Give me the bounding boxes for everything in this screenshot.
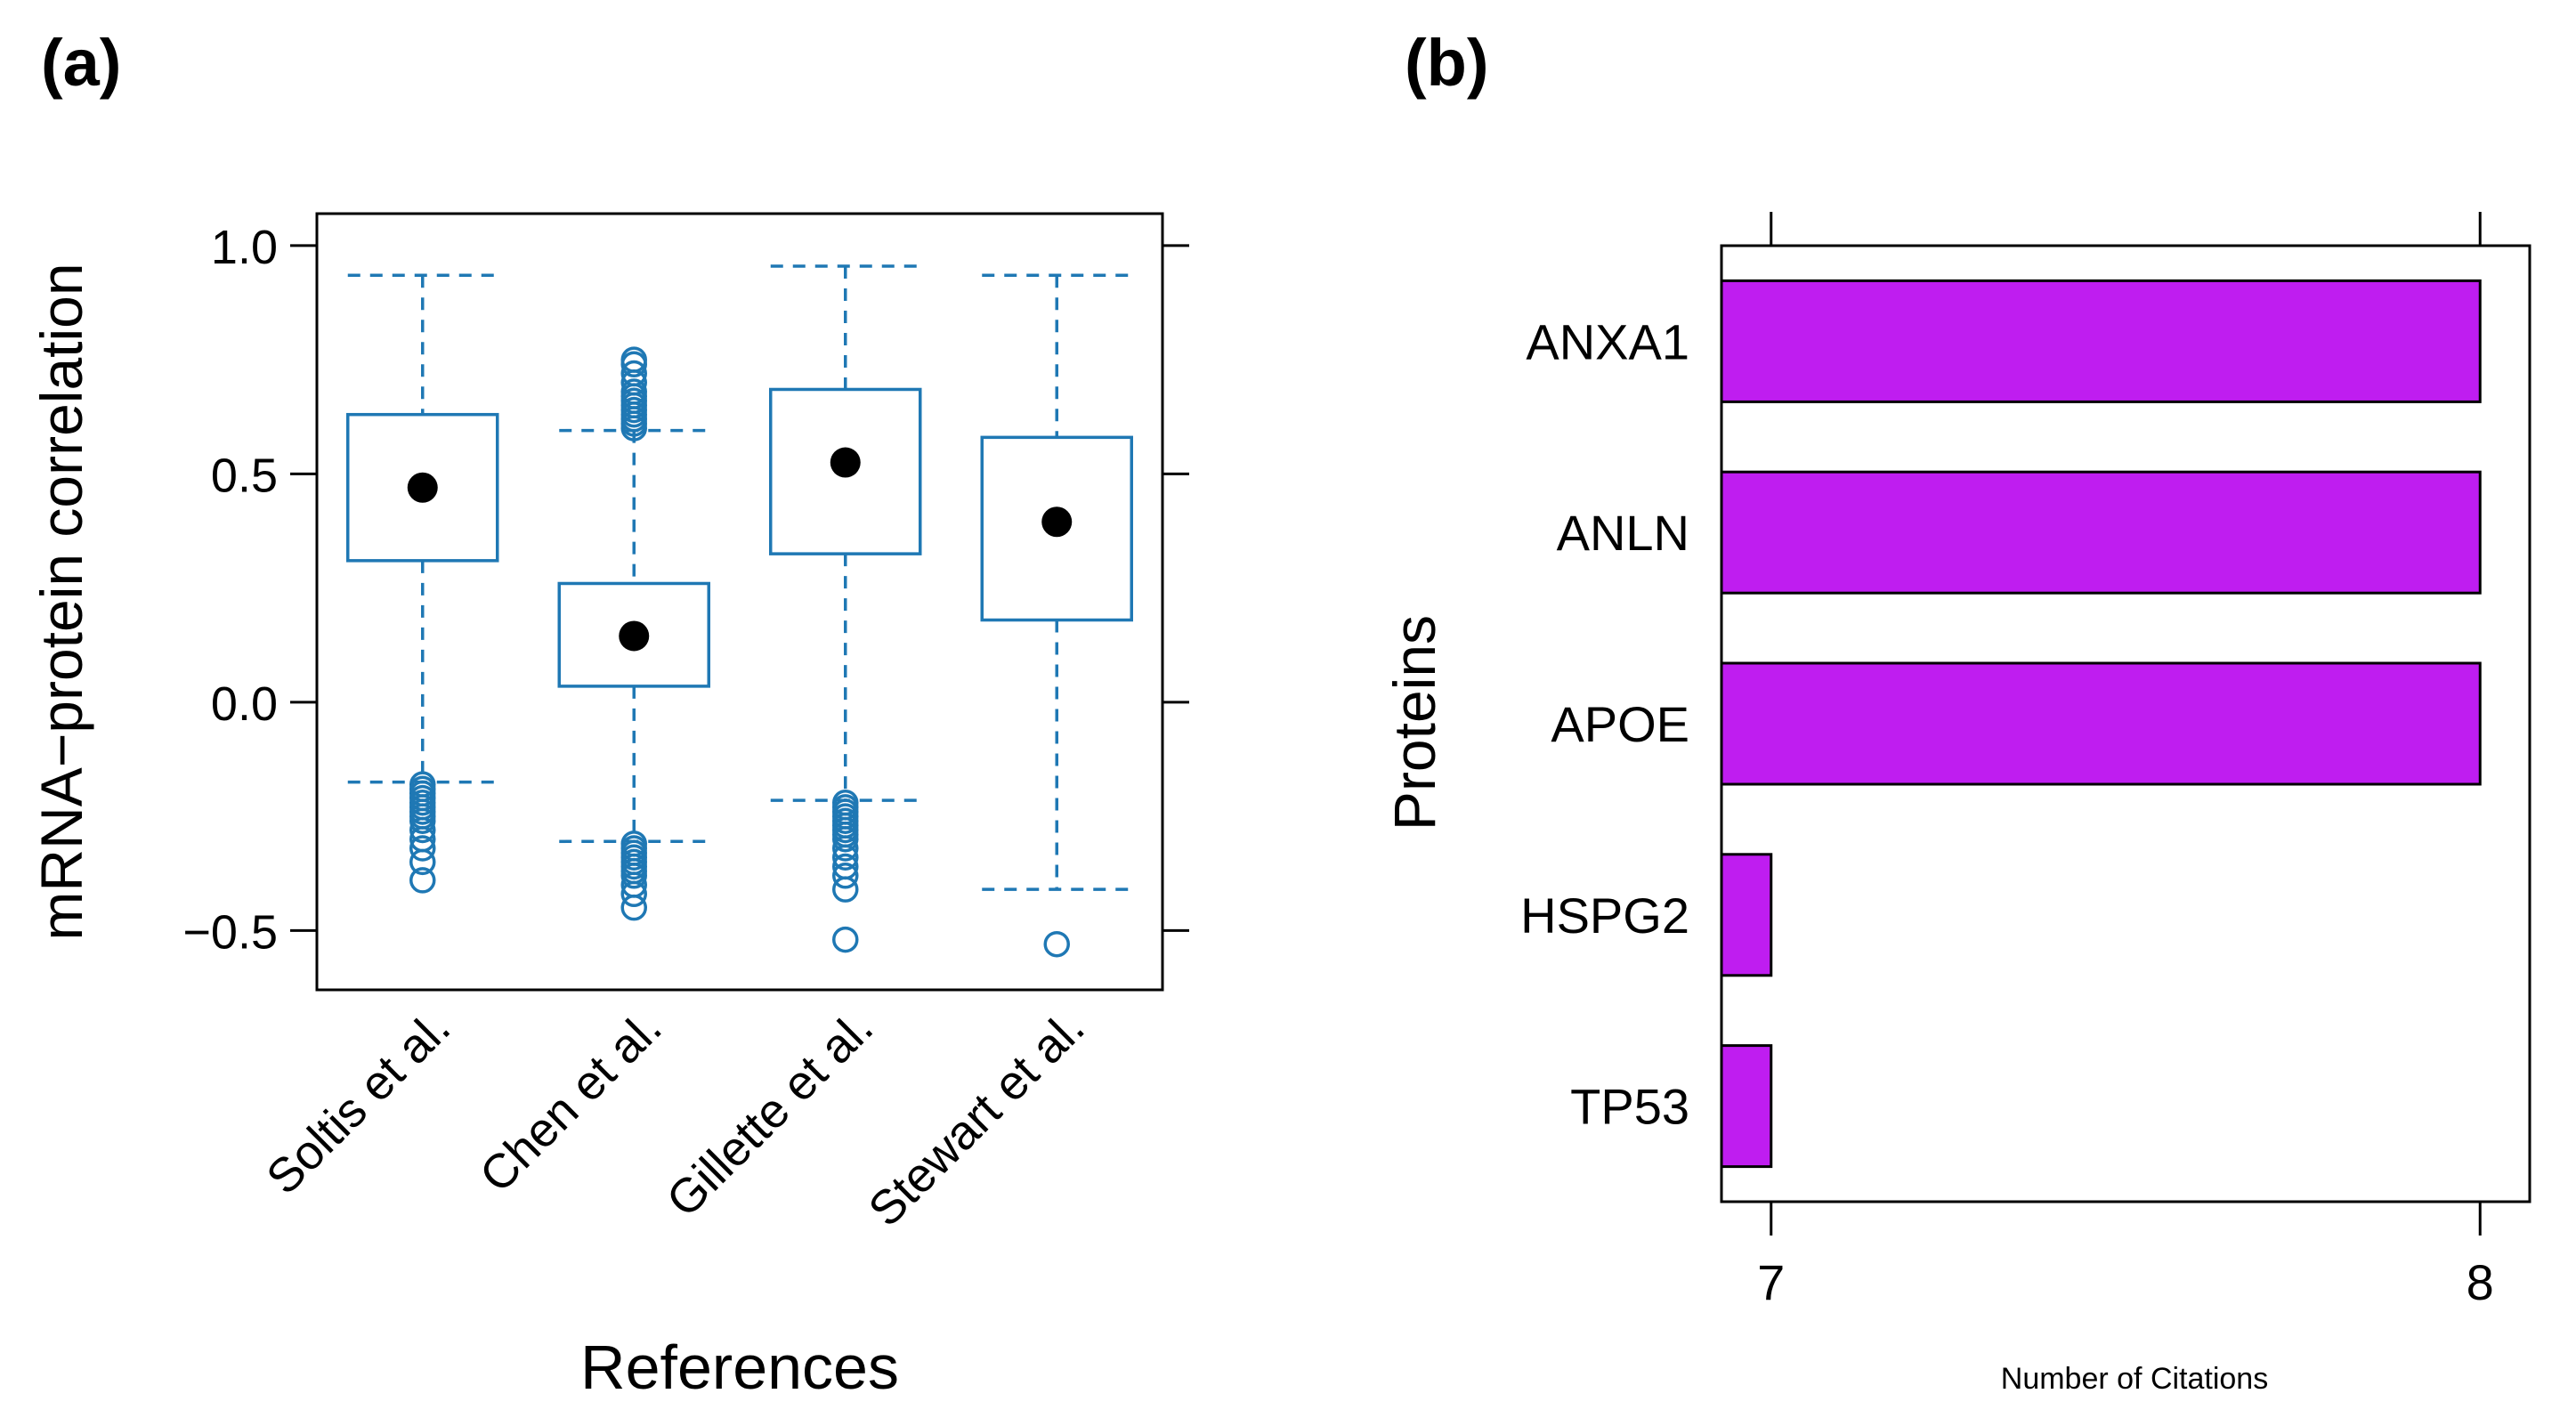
panel-label-a: (a)	[41, 26, 121, 100]
boxplot-box	[980, 435, 1133, 622]
boxplot-boxes	[346, 264, 1133, 958]
boxplot-outlier	[409, 807, 436, 834]
boxplot-y-axis: −0.5 0.0 0.5 1.0	[182, 221, 1189, 959]
bar-category-label: HSPG2	[1520, 887, 1689, 944]
boxplot-median-dot	[830, 447, 861, 478]
bar-category-label: APOE	[1551, 696, 1689, 752]
boxplot-x-axis-label: References	[580, 1333, 899, 1402]
boxplot-y-tick-label: 0.5	[211, 449, 278, 502]
bar-chart-y-axis-label: Proteins	[1381, 615, 1447, 831]
boxplot-chart: −0.5 0.0 0.5 1.0 Soltis et al. Chen et al.Gi…	[28, 212, 1189, 1402]
boxplot-outlier	[620, 378, 647, 405]
bar	[1720, 470, 2482, 595]
boxplot-x-tick-label: Soltis et al.	[256, 1001, 460, 1204]
bar-x-tick-label: 7	[1757, 1254, 1785, 1310]
boxplot-outlier	[409, 816, 436, 844]
bar-category-label: ANXA1	[1526, 313, 1689, 369]
boxplot-outlier	[832, 844, 859, 871]
bar	[1720, 279, 2482, 403]
boxplot-x-tick-label: Stewart et al.	[858, 1001, 1094, 1236]
bar-chart-x-axis-label: Number of Citations	[2001, 1362, 2268, 1396]
boxplot-outlier	[620, 894, 647, 921]
boxplot-x-tick-label: Gillette et al.	[657, 1001, 884, 1228]
boxplot-y-tick-label: 0.0	[211, 677, 278, 731]
boxplot-y-tick-label: 1.0	[211, 221, 278, 274]
boxplot-x-tick-label: Chen et al.	[470, 1001, 672, 1203]
boxplot-box	[346, 412, 499, 563]
boxplot-outlier	[620, 880, 647, 908]
panel-label-b: (b)	[1405, 26, 1489, 100]
boxplot-median-dot	[1041, 506, 1073, 538]
boxplot-plot-frame	[315, 212, 1164, 992]
boxplot-outlier	[832, 825, 859, 853]
bar	[1720, 1044, 1773, 1169]
boxplot-outlier	[620, 360, 647, 387]
boxplot-y-tick-label: −0.5	[182, 905, 278, 959]
boxplot-outlier	[832, 876, 859, 903]
boxplot-x-tick-labels: Soltis et al. Chen et al.Gillette et al.S…	[256, 1001, 1095, 1236]
bar-chart-category-labels: ANXA1 ANLN APOE HSPG2 TP53	[1520, 313, 1689, 1134]
bar-category-label: TP53	[1570, 1079, 1689, 1135]
boxplot-outlier	[1043, 930, 1070, 958]
boxplot-box	[769, 387, 922, 555]
boxplot-median-dot	[407, 472, 438, 503]
boxplot-median-dot	[619, 620, 650, 652]
bar-x-tick-label: 8	[2467, 1254, 2494, 1310]
bar-chart-bars	[1720, 279, 2482, 1169]
bar-chart-plot-frame	[1720, 244, 2531, 1203]
boxplot-outlier	[409, 848, 436, 876]
boxplot-outlier	[409, 867, 436, 894]
boxplot-outlier	[620, 346, 647, 373]
boxplot-box	[557, 581, 710, 688]
boxplot-outlier	[832, 863, 859, 889]
boxplot-outlier	[409, 835, 436, 862]
boxplot-y-axis-label: mRNA−protein correlation	[28, 263, 94, 940]
bar-category-label: ANLN	[1557, 505, 1689, 561]
boxplot-outlier	[832, 926, 859, 953]
boxplot-outlier	[832, 835, 859, 862]
bar	[1720, 853, 1773, 977]
bar	[1720, 661, 2482, 786]
boxplot-outlier	[620, 863, 647, 889]
